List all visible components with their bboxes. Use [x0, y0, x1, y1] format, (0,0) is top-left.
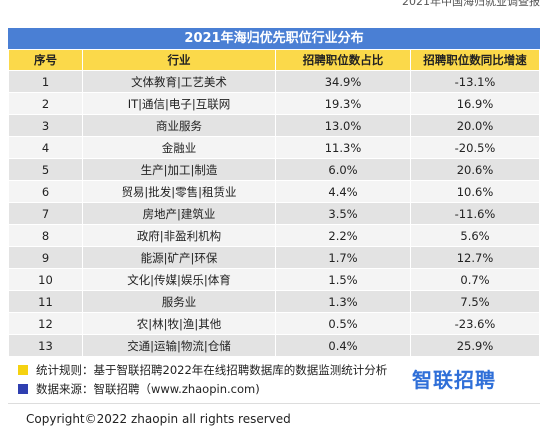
table-cell: 0.4%	[275, 334, 411, 357]
table-cell: 1	[8, 70, 83, 93]
table-cell: 1.7%	[275, 246, 411, 269]
table-row: 13 交通|运输|物流|仓储 0.4% 25.9%	[8, 334, 540, 357]
table-cell: 4	[8, 136, 83, 159]
table-row: 4 金融业 11.3% -20.5%	[8, 136, 540, 159]
header-cell: 招聘职位数占比	[275, 49, 411, 71]
table-body: 1 文体教育|工艺美术 34.9% -13.1% 2 IT|通信|电子|互联网 19.3% 1…	[8, 70, 540, 357]
table-cell: -20.5%	[410, 136, 540, 159]
table-cell: -11.6%	[410, 202, 540, 225]
table-row: 9 能源|矿产|环保 1.7% 12.7%	[8, 246, 540, 269]
table-cell: 农|林|牧|渔|其他	[82, 312, 276, 335]
table-cell: 1.3%	[275, 290, 411, 313]
table-cell: 文体教育|工艺美术	[82, 70, 276, 93]
table-cell: -13.1%	[410, 70, 540, 93]
table-cell: 13	[8, 334, 83, 357]
table-cell: 25.9%	[410, 334, 540, 357]
table-cell: 贸易|批发|零售|租赁业	[82, 180, 276, 203]
yellow-marker	[18, 365, 28, 375]
table-cell: 3.5%	[275, 202, 411, 225]
table-cell: 7	[8, 202, 83, 225]
table-title: 2021年海归优先职位行业分布	[8, 28, 540, 49]
table: 序号 行业 招聘职位数占比 招聘职位数同比增速 1 文体教育|工艺美术 34.9% -13.…	[8, 49, 540, 357]
source-text: 数据来源：智联招聘（www.zhaopin.com)	[36, 382, 260, 396]
table-cell: 文化|传媒|娱乐|体育	[82, 268, 276, 291]
table-row: 8 政府|非盈利机构 2.2% 5.6%	[8, 224, 540, 247]
table-cell: 20.0%	[410, 114, 540, 137]
source-note: 数据来源：智联招聘（www.zhaopin.com)	[18, 381, 260, 397]
table-row: 5 生产|加工|制造 6.0% 20.6%	[8, 158, 540, 181]
table-cell: 7.5%	[410, 290, 540, 313]
table-cell: 生产|加工|制造	[82, 158, 276, 181]
table-cell: -23.6%	[410, 312, 540, 335]
table-cell: 能源|矿产|环保	[82, 246, 276, 269]
rule-note: 统计规则：基于智联招聘2022年在线招聘数据库的数据监测统计分析	[18, 362, 387, 378]
table-cell: 6	[8, 180, 83, 203]
header-row: 序号 行业 招聘职位数占比 招聘职位数同比增速	[8, 49, 540, 71]
table-row: 7 房地产|建筑业 3.5% -11.6%	[8, 202, 540, 225]
table-cell: 19.3%	[275, 92, 411, 115]
table-cell: 商业服务	[82, 114, 276, 137]
table-row: 11 服务业 1.3% 7.5%	[8, 290, 540, 313]
table-cell: 8	[8, 224, 83, 247]
table-cell: 政府|非盈利机构	[82, 224, 276, 247]
copyright: Copyright©2022 zhaopin all rights reserv…	[26, 412, 291, 426]
table-cell: 2.2%	[275, 224, 411, 247]
table-cell: 4.4%	[275, 180, 411, 203]
table-cell: 3	[8, 114, 83, 137]
header-cell: 序号	[8, 49, 83, 71]
table-cell: 34.9%	[275, 70, 411, 93]
table-header: 序号 行业 招聘职位数占比 招聘职位数同比增速	[8, 49, 540, 71]
table-cell: 11	[8, 290, 83, 313]
table-cell: 10.6%	[410, 180, 540, 203]
table-cell: 交通|运输|物流|仓储	[82, 334, 276, 357]
table-cell: 5.6%	[410, 224, 540, 247]
table-cell: 0.7%	[410, 268, 540, 291]
report-header: 2021年中国海归就业调查报	[402, 0, 540, 8]
table-cell: 16.9%	[410, 92, 540, 115]
separator	[8, 403, 540, 404]
table-cell: 12	[8, 312, 83, 335]
table-cell: 10	[8, 268, 83, 291]
table-row: 10 文化|传媒|娱乐|体育 1.5% 0.7%	[8, 268, 540, 291]
table-row: 12 农|林|牧|渔|其他 0.5% -23.6%	[8, 312, 540, 335]
table-cell: 11.3%	[275, 136, 411, 159]
table-row: 6 贸易|批发|零售|租赁业 4.4% 10.6%	[8, 180, 540, 203]
table-row: 1 文体教育|工艺美术 34.9% -13.1%	[8, 70, 540, 93]
table-cell: IT|通信|电子|互联网	[82, 92, 276, 115]
header-cell: 行业	[82, 49, 276, 71]
header-cell: 招聘职位数同比增速	[410, 49, 540, 71]
table-cell: 12.7%	[410, 246, 540, 269]
table-row: 3 商业服务 13.0% 20.0%	[8, 114, 540, 137]
table-cell: 2	[8, 92, 83, 115]
table-cell: 20.6%	[410, 158, 540, 181]
blue-marker	[18, 384, 28, 394]
table-cell: 金融业	[82, 136, 276, 159]
logo: 智联招聘	[412, 368, 496, 392]
table-cell: 0.5%	[275, 312, 411, 335]
table-cell: 服务业	[82, 290, 276, 313]
table-cell: 5	[8, 158, 83, 181]
rule-text: 统计规则：基于智联招聘2022年在线招聘数据库的数据监测统计分析	[36, 363, 388, 377]
table-cell: 房地产|建筑业	[82, 202, 276, 225]
table-cell: 6.0%	[275, 158, 411, 181]
table-block: 2021年海归优先职位行业分布 序号 行业 招聘职位数占比 招聘职位数同比增速 1 文体…	[8, 28, 540, 357]
table-cell: 1.5%	[275, 268, 411, 291]
table-cell: 13.0%	[275, 114, 411, 137]
table-row: 2 IT|通信|电子|互联网 19.3% 16.9%	[8, 92, 540, 115]
table-cell: 9	[8, 246, 83, 269]
